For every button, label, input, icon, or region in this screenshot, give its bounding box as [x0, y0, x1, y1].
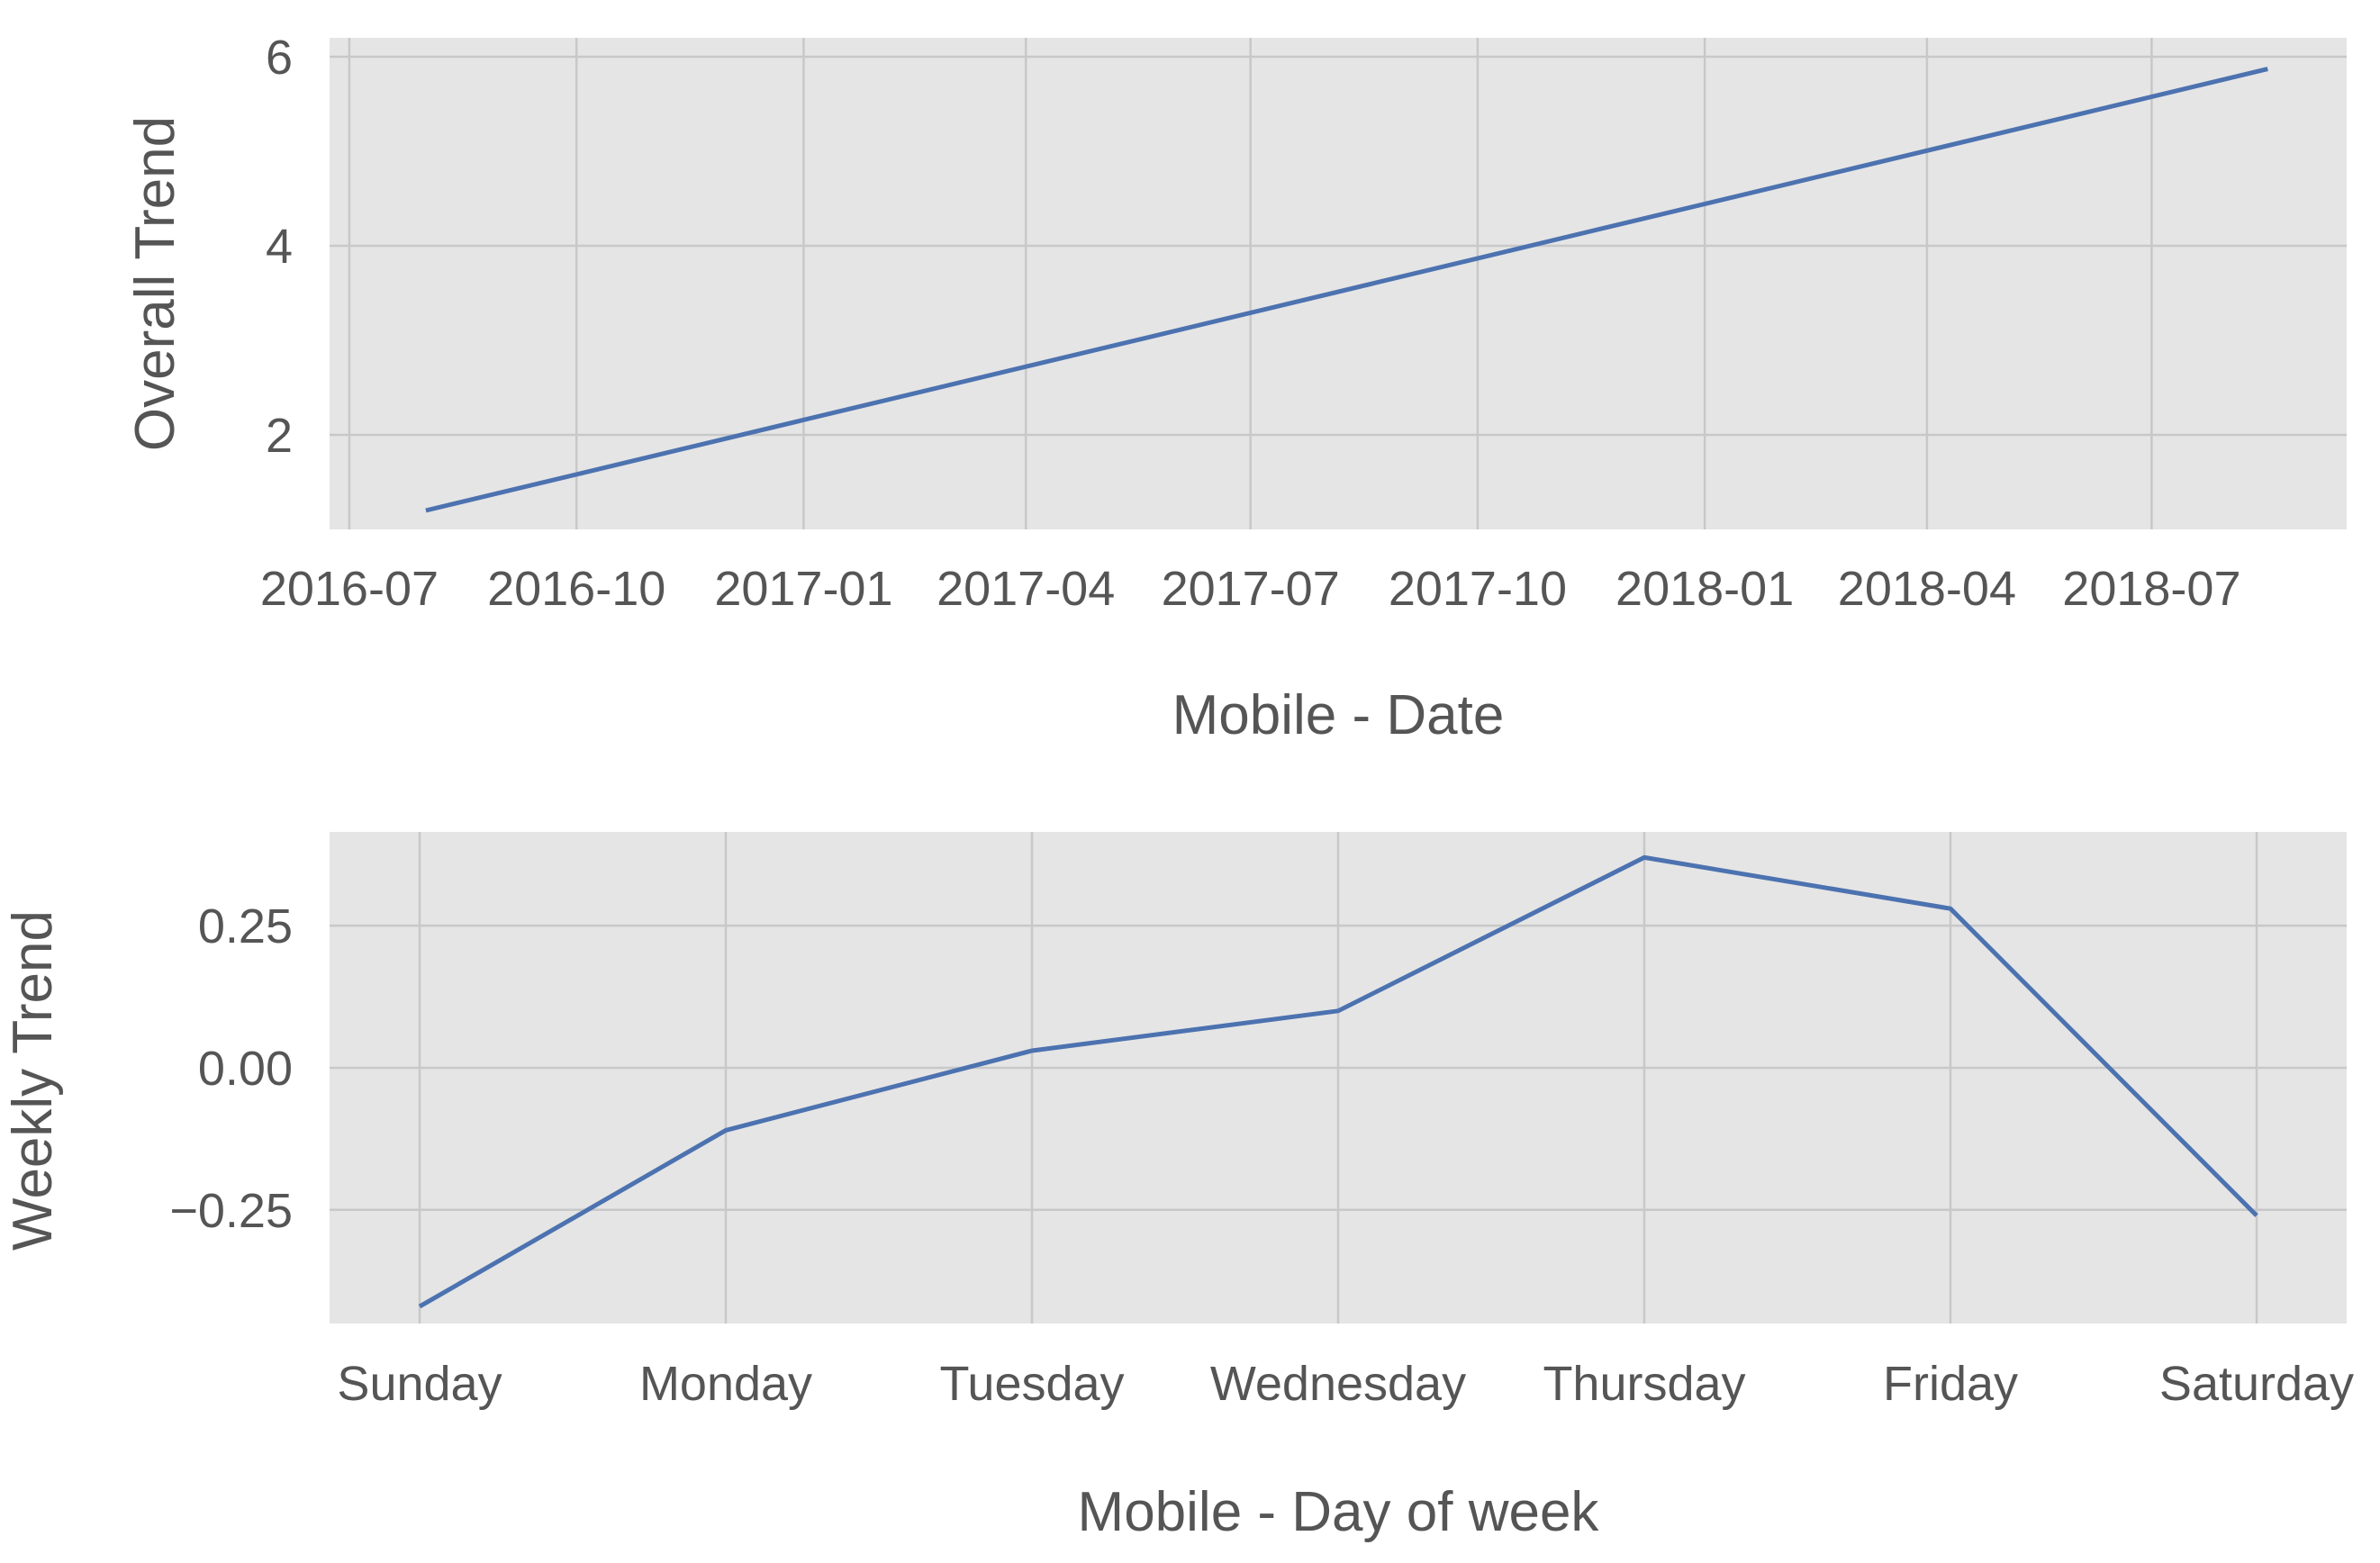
- overall-trend-x-tick-labels: 2016-07 2016-10 2017-01 2017-04 2017-07 2017-…: [260, 562, 2241, 616]
- weekly-trend-series: [418, 854, 2258, 1309]
- y-tick-label: 6: [266, 31, 293, 85]
- x-tick-label: 2016-10: [487, 562, 665, 616]
- weekly-trend-y-tick-labels: 0.25 0.00 −0.25: [169, 899, 293, 1238]
- x-tick-label: 2017-04: [937, 562, 1115, 616]
- weekly-trend-chart: Sunday Monday Tuesday Wednesday Thursday Frid…: [2, 832, 2354, 1543]
- overall-trend-y-tick-labels: 2 4 6: [266, 31, 293, 463]
- x-tick-label: Thursday: [1543, 1357, 1745, 1411]
- x-tick-label: 2017-07: [1162, 562, 1340, 616]
- y-tick-label: 0.00: [198, 1042, 293, 1096]
- weekly-trend-y-axis-title: Weekly Trend: [2, 910, 64, 1251]
- overall-trend-chart: 2016-07 2016-10 2017-01 2017-04 2017-07 2017-…: [124, 31, 2347, 746]
- x-tick-label: 2018-04: [1838, 562, 2016, 616]
- x-tick-label: 2018-01: [1615, 562, 1794, 616]
- weekly-trend-line: [418, 854, 2258, 1309]
- overall-trend-gridlines: [330, 38, 2347, 529]
- x-tick-label: Friday: [1883, 1357, 2018, 1411]
- overall-trend-series: [425, 67, 2268, 513]
- overall-trend-x-axis-title: Mobile - Date: [1172, 684, 1505, 746]
- x-tick-label: Monday: [639, 1357, 812, 1411]
- overall-trend-line: [425, 67, 2268, 513]
- y-tick-label: 0.25: [198, 899, 293, 953]
- overall-trend-y-axis-title: Overall Trend: [124, 116, 186, 451]
- overall-trend-plot-area: [330, 38, 2347, 529]
- y-tick-label: −0.25: [169, 1184, 293, 1238]
- x-tick-label: Saturday: [2159, 1357, 2354, 1411]
- weekly-trend-gridlines: [330, 832, 2347, 1324]
- weekly-trend-x-tick-labels: Sunday Monday Tuesday Wednesday Thursday Frid…: [337, 1357, 2354, 1411]
- x-tick-label: 2017-10: [1389, 562, 1567, 616]
- y-tick-label: 4: [266, 220, 293, 274]
- x-tick-label: 2018-07: [2062, 562, 2240, 616]
- x-tick-label: Sunday: [337, 1357, 502, 1411]
- x-tick-label: Tuesday: [939, 1357, 1124, 1411]
- x-tick-label: 2016-07: [260, 562, 439, 616]
- y-tick-label: 2: [266, 409, 293, 463]
- weekly-trend-x-axis-title: Mobile - Day of week: [1078, 1481, 1600, 1543]
- x-tick-label: Wednesday: [1210, 1357, 1466, 1411]
- x-tick-label: 2017-01: [714, 562, 892, 616]
